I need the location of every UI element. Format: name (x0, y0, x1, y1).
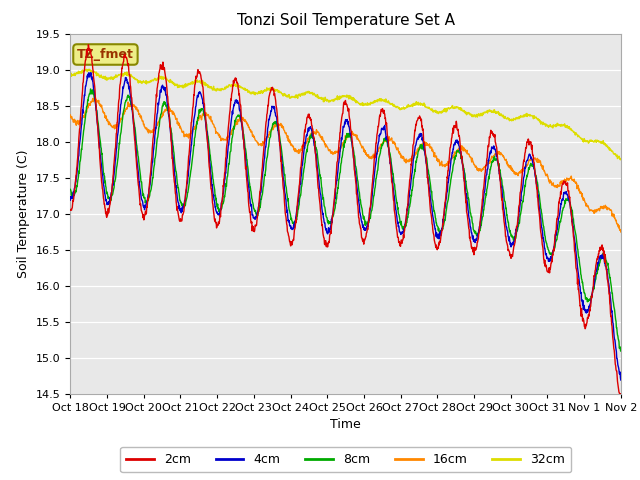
Title: Tonzi Soil Temperature Set A: Tonzi Soil Temperature Set A (237, 13, 454, 28)
X-axis label: Time: Time (330, 418, 361, 431)
Legend: 2cm, 4cm, 8cm, 16cm, 32cm: 2cm, 4cm, 8cm, 16cm, 32cm (120, 447, 571, 472)
Text: TZ_fmet: TZ_fmet (77, 48, 134, 61)
Y-axis label: Soil Temperature (C): Soil Temperature (C) (17, 149, 30, 278)
